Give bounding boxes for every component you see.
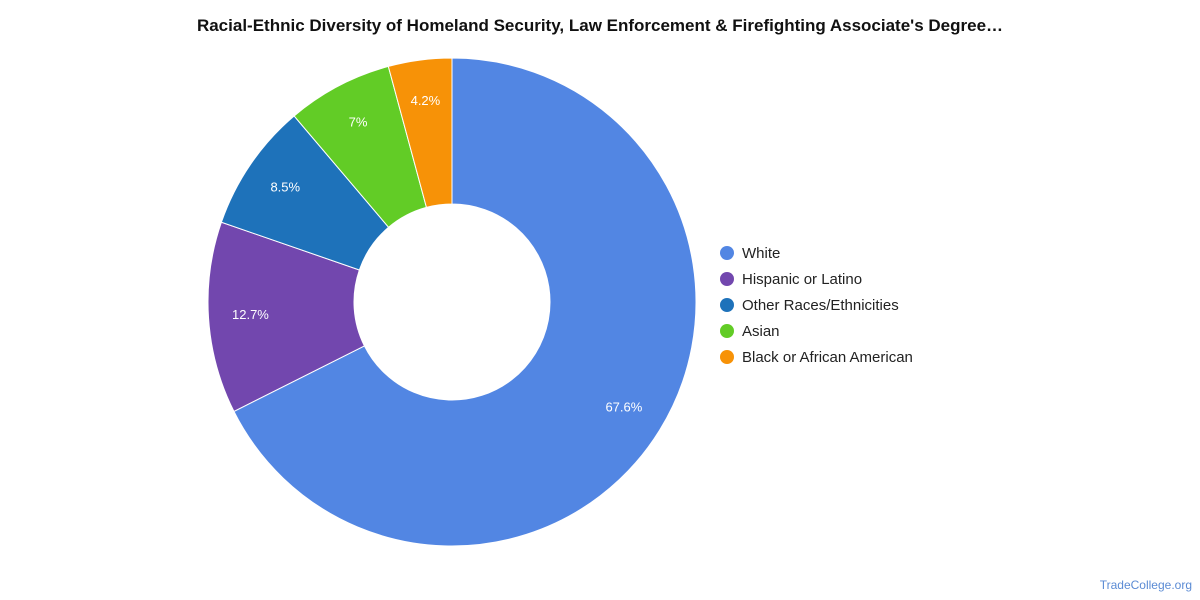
legend-label: Hispanic or Latino bbox=[742, 270, 863, 288]
legend-label: White bbox=[742, 244, 781, 262]
slice-hispanic-or-latino[interactable] bbox=[207, 221, 366, 413]
legend-item[interactable]: Other Races/Ethnicities bbox=[720, 292, 913, 318]
slice-white[interactable] bbox=[233, 57, 697, 547]
slice-data-label: 7% bbox=[349, 115, 368, 130]
legend-item[interactable]: Black or African American bbox=[720, 344, 913, 370]
legend-swatch bbox=[720, 298, 734, 312]
legend-label: Black or African American bbox=[742, 348, 913, 366]
legend-swatch bbox=[720, 272, 734, 286]
legend-item[interactable]: Asian bbox=[720, 318, 913, 344]
slice-data-label: 12.7% bbox=[232, 307, 269, 322]
slice-black-or-african-american[interactable] bbox=[387, 57, 453, 209]
legend-swatch bbox=[720, 350, 734, 364]
legend-label: Other Races/Ethnicities bbox=[742, 296, 899, 314]
slice-data-label: 8.5% bbox=[270, 179, 300, 194]
slice-data-label: 67.6% bbox=[605, 400, 642, 415]
legend-item[interactable]: Hispanic or Latino bbox=[720, 266, 913, 292]
chart-legend: White Hispanic or Latino Other Races/Ethni… bbox=[720, 240, 913, 370]
chart-title: Racial-Ethnic Diversity of Homeland Secu… bbox=[196, 16, 1004, 35]
legend-swatch bbox=[720, 324, 734, 338]
legend-item[interactable]: White bbox=[720, 240, 913, 266]
slice-data-label: 4.2% bbox=[411, 93, 441, 108]
watermark: TradeCollege.org bbox=[1099, 578, 1192, 592]
legend-label: Asian bbox=[742, 322, 780, 340]
legend-swatch bbox=[720, 246, 734, 260]
